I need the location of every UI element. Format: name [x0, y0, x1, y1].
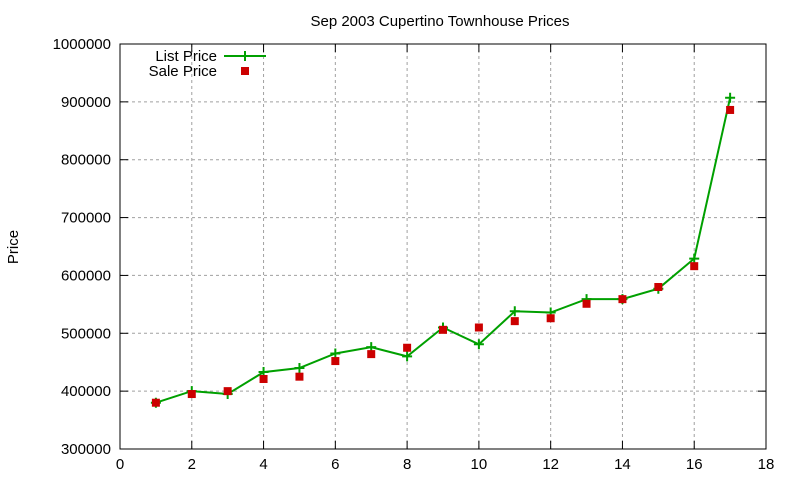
y-tick-label: 800000 — [61, 152, 111, 169]
list-price-point — [402, 351, 413, 362]
x-tick-label: 0 — [116, 456, 124, 473]
sale-price-point — [618, 295, 627, 304]
sale-price-point — [331, 357, 340, 366]
sale-price-point — [546, 314, 555, 323]
list-price-point — [294, 363, 305, 373]
list-price-point — [725, 92, 736, 103]
x-tick-label: 6 — [331, 456, 339, 473]
sale-price-point — [474, 323, 483, 332]
y-tick-label: 1000000 — [53, 36, 111, 53]
sale-price-point — [295, 372, 304, 381]
y-tick-label: 400000 — [61, 383, 111, 400]
x-tick-label: 18 — [758, 456, 775, 473]
y-tick-label: 700000 — [61, 210, 111, 227]
x-tick-label: 14 — [614, 456, 631, 473]
list-price-line — [155, 97, 732, 404]
sale-price-point — [654, 283, 663, 291]
y-tick-label: 300000 — [61, 441, 111, 458]
series-list-price — [150, 92, 736, 408]
sale-price-point — [403, 343, 412, 352]
plot-border — [119, 43, 767, 450]
x-tick-label: 8 — [403, 456, 411, 473]
x-tick-label: 4 — [259, 456, 267, 473]
sale-price-point — [223, 387, 232, 396]
series-sale-price — [151, 105, 735, 407]
chart-title: Sep 2003 Cupertino Townhouse Prices — [310, 13, 569, 30]
y-tick-label: 900000 — [61, 94, 111, 111]
sale-price-point — [187, 390, 196, 399]
x-tick-label: 16 — [686, 456, 703, 473]
list-price-point — [473, 339, 484, 350]
sale-price-point — [690, 262, 699, 271]
legend-label-list-price: List Price — [155, 48, 217, 65]
legend-plus-icon — [240, 51, 250, 61]
legend-square-icon — [241, 67, 249, 75]
y-tick-label: 600000 — [61, 267, 111, 284]
sale-price-point — [726, 105, 735, 114]
sale-price-point — [582, 299, 591, 308]
grid-lines — [120, 44, 766, 449]
sale-price-point — [259, 374, 268, 383]
sale-price-point — [510, 317, 519, 326]
sale-price-point — [367, 350, 376, 359]
y-axis-label: Price — [5, 230, 22, 264]
x-tick-labels: 0 2 4 6 8 10 12 14 16 18 — [116, 456, 775, 473]
list-price-point — [689, 253, 700, 264]
axes — [119, 43, 767, 450]
list-price-point — [509, 306, 520, 317]
x-tick-label: 12 — [542, 456, 559, 473]
list-price-point — [330, 348, 341, 359]
x-tick-label: 10 — [471, 456, 488, 473]
y-tick-label: 500000 — [61, 325, 111, 342]
sale-price-point — [151, 398, 160, 407]
x-tick-label: 2 — [188, 456, 196, 473]
sale-price-point — [439, 325, 447, 334]
y-tick-labels: 300000 400000 500000 600000 700000 800000 9000… — [53, 36, 111, 458]
legend: List Price Sale Price — [149, 48, 266, 80]
legend-label-sale-price: Sale Price — [149, 63, 217, 80]
